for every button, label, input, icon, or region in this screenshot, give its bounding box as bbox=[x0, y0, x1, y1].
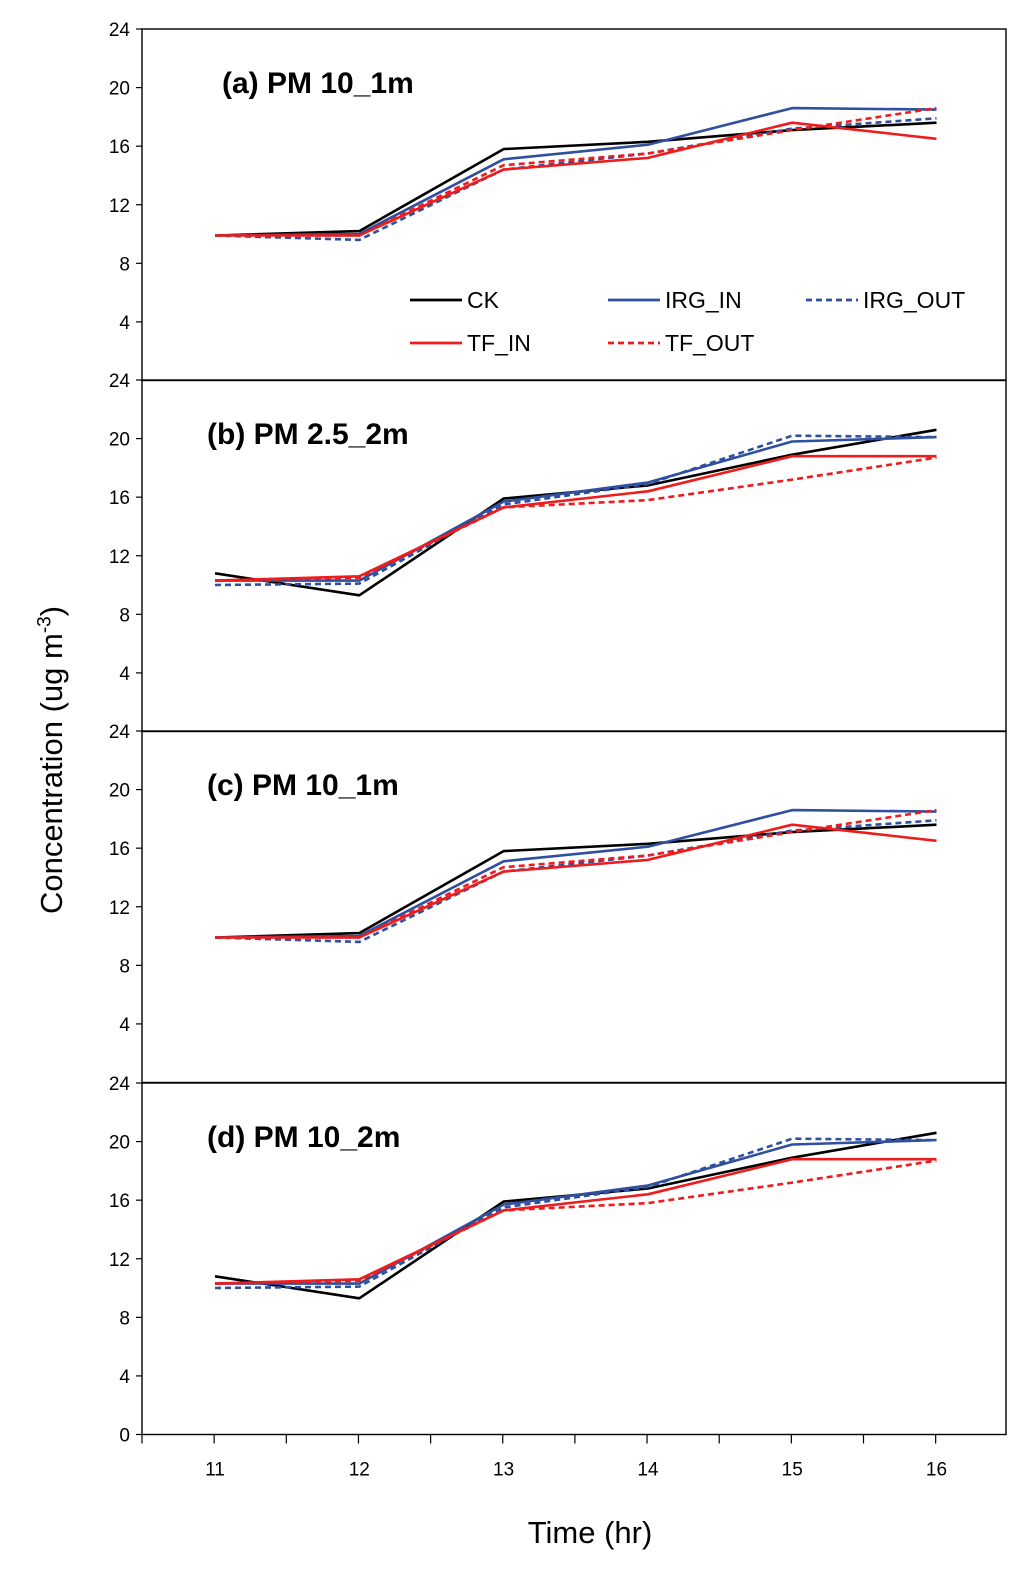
y-axis-label-close: ) bbox=[34, 605, 69, 617]
series-line-ck bbox=[214, 121, 937, 237]
series-line-tf-out bbox=[215, 808, 937, 939]
series-line-tf-in bbox=[215, 121, 937, 237]
series-line-tf-out bbox=[215, 106, 937, 237]
y-axis-label: Concentration (ug m-3) bbox=[34, 606, 70, 914]
x-tick-label: 14 bbox=[637, 1460, 659, 1481]
x-tick-label: 16 bbox=[926, 1460, 947, 1481]
y-tick-label: 24 bbox=[109, 722, 131, 743]
y-tick-label: 4 bbox=[119, 1367, 130, 1388]
series-line-ck bbox=[214, 823, 937, 939]
x-axis-label: Time (hr) bbox=[527, 1515, 653, 1550]
legend-label: CK bbox=[467, 287, 500, 313]
y-tick-label: 20 bbox=[109, 79, 130, 100]
y-tick-label: 12 bbox=[109, 547, 130, 568]
y-tick-label: 4 bbox=[119, 1015, 130, 1036]
y-tick-label: 16 bbox=[109, 839, 130, 860]
y-tick-label: 24 bbox=[109, 371, 131, 392]
x-tick-label: 12 bbox=[349, 1460, 370, 1481]
series-line-irg-out bbox=[214, 434, 937, 587]
series-line-tf-out bbox=[214, 456, 937, 582]
series-line-irg-in bbox=[215, 435, 937, 582]
series-line-irg-out bbox=[214, 117, 937, 242]
y-tick-label: 20 bbox=[109, 430, 130, 451]
panel-title: (d) PM 10_2m bbox=[207, 1121, 400, 1154]
y-tick-label: 8 bbox=[119, 956, 130, 977]
legend-label: TF_OUT bbox=[665, 330, 754, 356]
y-tick-label: 24 bbox=[109, 20, 131, 41]
y-tick-label: 16 bbox=[109, 488, 130, 509]
y-axis-label-text: Concentration (ug m bbox=[34, 633, 69, 915]
y-tick-label: 12 bbox=[109, 196, 130, 217]
panel-title: (c) PM 10_1m bbox=[207, 769, 399, 802]
panel-title: (b) PM 2.5_2m bbox=[207, 418, 409, 451]
y-tick-label: 8 bbox=[119, 254, 130, 275]
y-tick-label: 0 bbox=[119, 1426, 130, 1447]
y-tick-label: 16 bbox=[109, 1191, 130, 1212]
series-line-irg-out bbox=[214, 1137, 937, 1290]
y-tick-label: 4 bbox=[119, 313, 130, 334]
panel-title: (a) PM 10_1m bbox=[222, 67, 414, 100]
y-tick-label: 20 bbox=[109, 1133, 130, 1154]
series-line-tf-out bbox=[214, 1159, 937, 1285]
legend-label: TF_IN bbox=[467, 330, 531, 356]
y-tick-label: 8 bbox=[119, 1308, 130, 1329]
legend-label: IRG_OUT bbox=[863, 287, 965, 313]
series-line-irg-out bbox=[214, 819, 937, 944]
y-tick-label: 16 bbox=[109, 137, 130, 158]
series-line-ck bbox=[214, 428, 937, 597]
legend-label: IRG_IN bbox=[665, 287, 742, 313]
y-tick-label: 12 bbox=[109, 1250, 130, 1271]
x-tick-label: 13 bbox=[493, 1460, 514, 1481]
series-line-ck bbox=[214, 1131, 937, 1300]
x-tick-label: 11 bbox=[205, 1460, 225, 1481]
y-tick-label: 24 bbox=[109, 1074, 131, 1095]
y-tick-label: 8 bbox=[119, 605, 130, 626]
y-tick-label: 20 bbox=[109, 781, 130, 802]
y-tick-label: 12 bbox=[109, 898, 130, 919]
y-axis-label-exponent: -3 bbox=[34, 616, 56, 634]
series-line-tf-in bbox=[215, 823, 937, 939]
y-tick-label: 4 bbox=[119, 664, 130, 685]
series-line-irg-in bbox=[215, 1138, 937, 1285]
x-tick-label: 15 bbox=[782, 1460, 803, 1481]
